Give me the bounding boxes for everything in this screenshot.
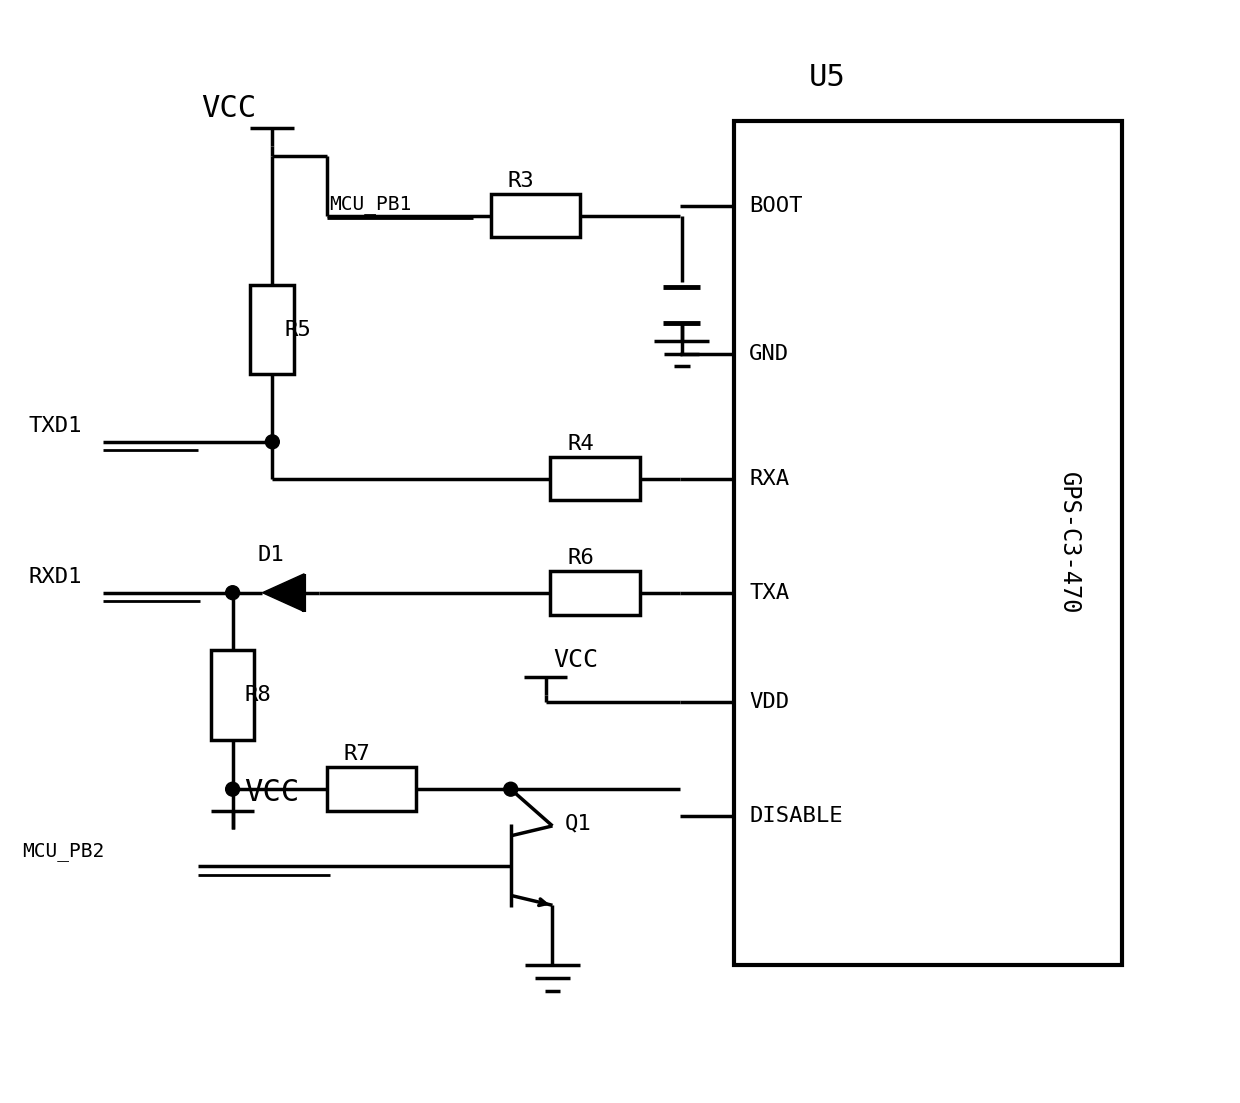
Text: D1: D1 bbox=[258, 545, 284, 565]
Text: U5: U5 bbox=[808, 63, 846, 92]
Text: R5: R5 bbox=[284, 320, 311, 340]
Text: TXD1: TXD1 bbox=[29, 416, 83, 436]
Text: R8: R8 bbox=[244, 685, 272, 705]
Text: R4: R4 bbox=[568, 433, 594, 453]
Text: MCU_PB2: MCU_PB2 bbox=[22, 842, 104, 860]
Text: BOOT: BOOT bbox=[749, 195, 802, 215]
Bar bbox=[551, 457, 640, 501]
Text: VDD: VDD bbox=[749, 692, 789, 711]
Text: R7: R7 bbox=[343, 745, 371, 764]
Text: GPS-C3-470: GPS-C3-470 bbox=[1056, 472, 1081, 614]
Circle shape bbox=[226, 586, 239, 600]
Text: MCU_PB1: MCU_PB1 bbox=[329, 194, 412, 214]
Bar bbox=[734, 121, 1122, 965]
Text: R6: R6 bbox=[568, 548, 594, 568]
Text: VCC: VCC bbox=[201, 94, 255, 124]
Circle shape bbox=[265, 435, 279, 449]
Text: VCC: VCC bbox=[553, 649, 599, 672]
Bar bbox=[211, 651, 254, 740]
Text: Q1: Q1 bbox=[564, 814, 591, 834]
Bar bbox=[491, 194, 580, 237]
Text: GND: GND bbox=[749, 344, 789, 364]
Text: TXA: TXA bbox=[749, 582, 789, 602]
Bar bbox=[250, 285, 294, 374]
Text: DISABLE: DISABLE bbox=[749, 806, 843, 826]
Polygon shape bbox=[263, 574, 304, 611]
Text: RXA: RXA bbox=[749, 469, 789, 489]
Text: RXD1: RXD1 bbox=[29, 567, 83, 587]
Bar bbox=[327, 768, 417, 811]
Text: VCC: VCC bbox=[244, 778, 300, 807]
Bar bbox=[551, 571, 640, 614]
Circle shape bbox=[503, 782, 517, 796]
Circle shape bbox=[226, 782, 239, 796]
Text: R3: R3 bbox=[507, 171, 534, 191]
